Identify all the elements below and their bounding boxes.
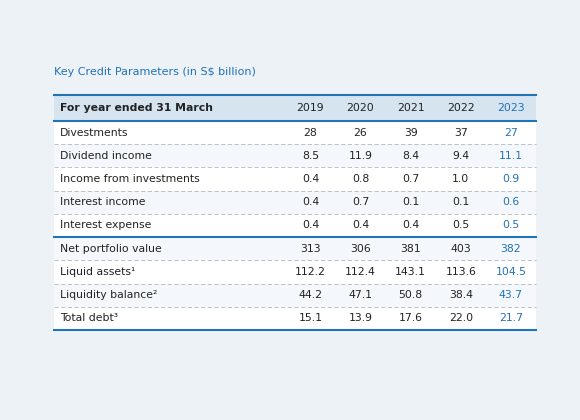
Bar: [54, 307, 536, 330]
Text: 0.1: 0.1: [452, 197, 469, 207]
Text: 2022: 2022: [447, 103, 474, 113]
Text: 2023: 2023: [497, 103, 525, 113]
Text: 112.4: 112.4: [345, 267, 376, 277]
Text: 43.7: 43.7: [499, 290, 523, 300]
Text: Key Credit Parameters (in S$ billion): Key Credit Parameters (in S$ billion): [54, 67, 256, 77]
Text: Liquidity balance²: Liquidity balance²: [60, 290, 157, 300]
Text: 0.7: 0.7: [352, 197, 369, 207]
Text: 2021: 2021: [397, 103, 425, 113]
Text: 44.2: 44.2: [299, 290, 322, 300]
Text: 0.4: 0.4: [352, 220, 369, 231]
Bar: [54, 214, 536, 237]
Bar: [54, 237, 536, 260]
Text: Interest income: Interest income: [60, 197, 146, 207]
Text: Liquid assets¹: Liquid assets¹: [60, 267, 135, 277]
Text: 27: 27: [504, 128, 518, 138]
Text: 0.4: 0.4: [302, 174, 319, 184]
Bar: [54, 260, 536, 284]
Text: 47.1: 47.1: [349, 290, 372, 300]
Text: Dividend income: Dividend income: [60, 151, 152, 161]
Bar: [54, 121, 536, 144]
Bar: [54, 144, 536, 168]
Text: 113.6: 113.6: [445, 267, 476, 277]
Text: 313: 313: [300, 244, 321, 254]
Text: 112.2: 112.2: [295, 267, 326, 277]
Text: 104.5: 104.5: [495, 267, 527, 277]
Text: 0.1: 0.1: [402, 197, 419, 207]
Text: 0.4: 0.4: [302, 197, 319, 207]
Text: 0.5: 0.5: [502, 220, 520, 231]
Text: Interest expense: Interest expense: [60, 220, 151, 231]
Text: 2019: 2019: [296, 103, 324, 113]
Text: 50.8: 50.8: [398, 290, 423, 300]
Text: 39: 39: [404, 128, 418, 138]
Text: 0.9: 0.9: [502, 174, 520, 184]
Text: 11.9: 11.9: [349, 151, 372, 161]
Bar: [54, 95, 536, 121]
Text: 21.7: 21.7: [499, 313, 523, 323]
Text: 382: 382: [501, 244, 521, 254]
Bar: [54, 168, 536, 191]
Text: 306: 306: [350, 244, 371, 254]
Text: 381: 381: [400, 244, 421, 254]
Text: 0.5: 0.5: [452, 220, 469, 231]
Text: 22.0: 22.0: [449, 313, 473, 323]
Bar: [54, 191, 536, 214]
Text: 28: 28: [303, 128, 317, 138]
Bar: [54, 95, 536, 330]
Text: Income from investments: Income from investments: [60, 174, 200, 184]
Text: Net portfolio value: Net portfolio value: [60, 244, 162, 254]
Text: For year ended 31 March: For year ended 31 March: [60, 103, 213, 113]
Text: Divestments: Divestments: [60, 128, 129, 138]
Text: 0.6: 0.6: [502, 197, 520, 207]
Text: 0.4: 0.4: [402, 220, 419, 231]
Bar: [54, 284, 536, 307]
Text: 17.6: 17.6: [398, 313, 423, 323]
Text: 403: 403: [451, 244, 471, 254]
Text: 37: 37: [454, 128, 467, 138]
Text: 38.4: 38.4: [449, 290, 473, 300]
Text: 9.4: 9.4: [452, 151, 469, 161]
Text: 143.1: 143.1: [395, 267, 426, 277]
Text: 26: 26: [354, 128, 367, 138]
Text: 0.4: 0.4: [302, 220, 319, 231]
Text: 0.7: 0.7: [402, 174, 419, 184]
Text: 2020: 2020: [347, 103, 375, 113]
Text: Total debt³: Total debt³: [60, 313, 118, 323]
Text: 15.1: 15.1: [299, 313, 322, 323]
Text: 8.4: 8.4: [402, 151, 419, 161]
Text: 8.5: 8.5: [302, 151, 319, 161]
Text: 13.9: 13.9: [349, 313, 372, 323]
Text: 0.8: 0.8: [352, 174, 369, 184]
Text: 1.0: 1.0: [452, 174, 469, 184]
Text: 11.1: 11.1: [499, 151, 523, 161]
